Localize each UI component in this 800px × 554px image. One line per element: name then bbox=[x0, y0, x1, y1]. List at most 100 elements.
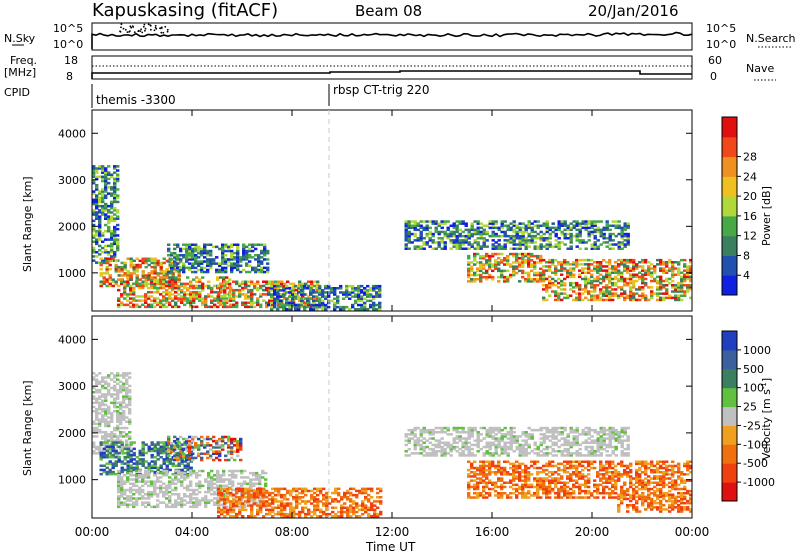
echo-cell bbox=[641, 288, 645, 291]
echo-cell bbox=[153, 259, 157, 263]
echo-cell bbox=[207, 501, 211, 504]
echo-cell bbox=[584, 228, 588, 232]
echo-cell bbox=[470, 232, 474, 236]
echo-cell bbox=[339, 308, 343, 311]
echo-cell bbox=[105, 462, 109, 465]
echo-cell bbox=[200, 262, 204, 265]
echo-cell bbox=[349, 504, 353, 507]
echo-cell bbox=[283, 515, 287, 518]
echo-cell bbox=[309, 308, 313, 311]
echo-cell bbox=[506, 269, 510, 273]
echo-cell bbox=[512, 243, 516, 246]
echo-cell bbox=[117, 284, 121, 288]
echo-cell bbox=[213, 299, 217, 302]
echo-cell bbox=[104, 244, 108, 248]
echo-cell bbox=[98, 248, 102, 252]
echo-cell bbox=[476, 269, 480, 273]
echo-cell bbox=[680, 294, 684, 297]
echo-cell bbox=[114, 270, 118, 273]
echo-cell bbox=[144, 474, 148, 477]
echo-cell bbox=[283, 284, 287, 288]
echo-cell bbox=[428, 245, 432, 248]
echo-cell bbox=[280, 504, 284, 507]
echo-cell bbox=[339, 291, 343, 294]
echo-cell bbox=[542, 265, 546, 268]
echo-cell bbox=[512, 271, 516, 275]
echo-cell bbox=[176, 256, 180, 259]
echo-cell bbox=[232, 515, 236, 518]
echo-cell bbox=[629, 273, 633, 276]
echo-cell bbox=[548, 228, 552, 232]
echo-cell bbox=[256, 496, 260, 499]
echo-cell bbox=[125, 435, 129, 438]
echo-cell bbox=[212, 262, 216, 265]
echo-cell bbox=[171, 282, 175, 286]
echo-cell bbox=[321, 295, 325, 298]
echo-cell bbox=[404, 232, 408, 236]
echo-cell bbox=[147, 495, 151, 498]
echo-cell bbox=[144, 501, 148, 504]
echo-cell bbox=[599, 230, 603, 234]
echo-cell bbox=[239, 260, 243, 263]
echo-cell bbox=[224, 258, 228, 261]
echo-cell bbox=[271, 303, 275, 307]
echo-cell bbox=[173, 247, 177, 251]
echo-cell bbox=[226, 496, 230, 499]
echo-cell bbox=[265, 496, 269, 499]
echo-cell bbox=[369, 289, 373, 292]
echo-cell bbox=[210, 291, 214, 294]
echo-cell bbox=[506, 234, 510, 238]
echo-cell bbox=[452, 234, 456, 238]
echo-cell bbox=[593, 284, 597, 287]
echo-cell bbox=[548, 265, 552, 268]
echo-cell bbox=[110, 246, 114, 250]
echo-cell bbox=[147, 462, 151, 465]
echo-cell bbox=[229, 493, 233, 497]
echo-cell bbox=[259, 305, 263, 309]
echo-cell bbox=[219, 476, 223, 479]
echo-cell bbox=[512, 261, 516, 264]
echo-cell bbox=[276, 291, 280, 294]
echo-cell bbox=[101, 196, 105, 199]
echo-cell bbox=[413, 222, 417, 225]
echo-cell bbox=[224, 454, 228, 458]
echo-cell bbox=[123, 447, 127, 451]
echo-cell bbox=[566, 269, 570, 272]
echo-cell bbox=[324, 305, 328, 309]
echo-cell bbox=[461, 241, 465, 244]
echo-cell bbox=[590, 281, 594, 285]
echo-cell bbox=[250, 299, 254, 302]
echo-cell bbox=[135, 466, 139, 470]
echo-cell bbox=[437, 441, 441, 444]
echo-cell bbox=[209, 454, 213, 458]
echo-cell bbox=[665, 290, 669, 293]
echo-cell bbox=[354, 301, 358, 305]
echo-cell bbox=[95, 382, 99, 386]
echo-cell bbox=[542, 298, 546, 302]
echo-cell bbox=[605, 271, 609, 274]
echo-cell bbox=[174, 282, 178, 286]
echo-cell bbox=[557, 294, 561, 297]
echo-cell bbox=[313, 506, 317, 509]
echo-cell bbox=[446, 426, 450, 430]
echo-cell bbox=[413, 433, 417, 436]
echo-cell bbox=[644, 258, 648, 262]
echo-cell bbox=[215, 245, 219, 249]
echo-cell bbox=[482, 254, 486, 258]
echo-cell bbox=[132, 288, 136, 292]
echo-cell bbox=[566, 237, 570, 240]
echo-cell bbox=[206, 264, 210, 267]
echo-cell bbox=[632, 292, 636, 295]
echo-cell bbox=[250, 282, 254, 286]
echo-cell bbox=[255, 474, 259, 477]
echo-cell bbox=[101, 198, 105, 202]
echo-cell bbox=[122, 445, 126, 449]
echo-cell bbox=[265, 502, 269, 505]
echo-cell bbox=[113, 167, 117, 170]
echo-cell bbox=[165, 458, 169, 461]
echo-cell bbox=[165, 268, 169, 271]
echo-cell bbox=[437, 245, 441, 248]
echo-cell bbox=[239, 256, 243, 259]
echo-cell bbox=[632, 275, 636, 279]
